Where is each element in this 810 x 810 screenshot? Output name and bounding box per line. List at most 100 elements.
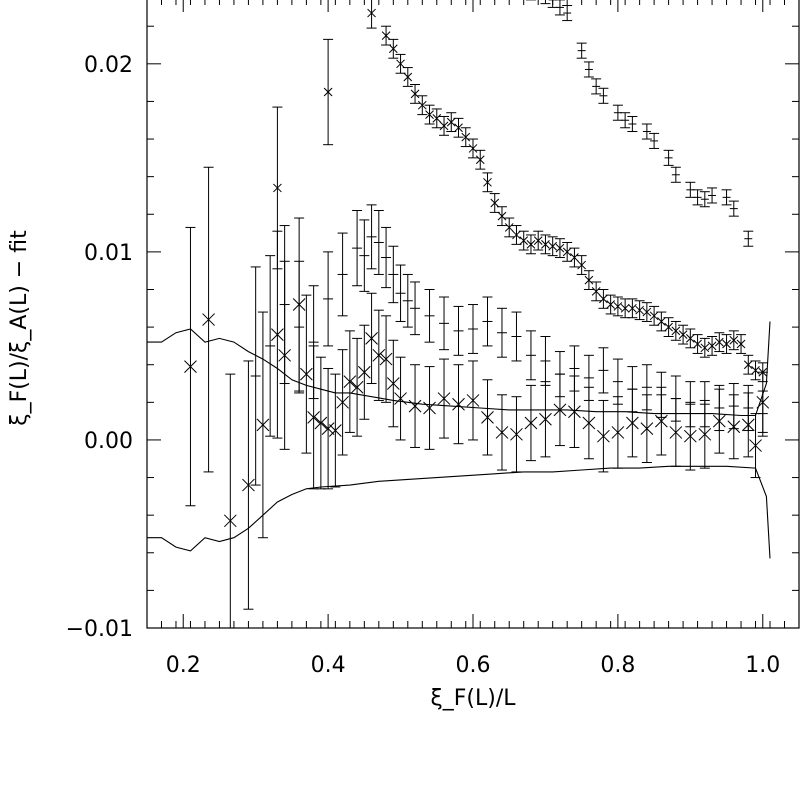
data-point — [634, 300, 645, 321]
data-point — [265, 255, 276, 437]
data-point — [707, 336, 718, 356]
data-point — [372, 309, 386, 401]
data-point — [524, 384, 538, 462]
data-point — [475, 149, 486, 170]
data-point — [540, 234, 551, 255]
data-point — [460, 127, 471, 148]
data-point — [386, 339, 400, 428]
data-point — [395, 53, 406, 74]
data-point — [482, 172, 493, 193]
data-point — [250, 266, 261, 486]
data-point — [184, 226, 197, 507]
data-point — [357, 324, 371, 420]
data-point — [583, 354, 594, 401]
data-point — [656, 371, 667, 418]
data-point — [649, 305, 660, 326]
data-point — [395, 264, 406, 322]
data-point — [431, 108, 442, 129]
x-tick-label: 0.8 — [600, 653, 635, 678]
y-tick-label: −0.01 — [66, 617, 133, 642]
data-point — [533, 230, 544, 251]
series-plus-small — [525, 0, 754, 247]
data-point — [388, 245, 399, 304]
data-point — [294, 260, 305, 394]
data-point — [381, 226, 392, 289]
data-point — [721, 189, 732, 206]
data-point — [714, 384, 725, 432]
data-point — [583, 270, 594, 290]
data-point — [468, 304, 478, 354]
data-point — [256, 311, 270, 539]
data-point — [366, 0, 377, 29]
data-point — [504, 217, 515, 238]
data-point — [242, 360, 255, 610]
data-point — [663, 149, 674, 166]
data-point — [721, 334, 732, 354]
y-axis-title: ξ_F(L)/ξ_A(L) − fit — [7, 230, 32, 426]
data-point — [692, 334, 703, 354]
data-point — [627, 298, 638, 319]
data-point — [511, 225, 522, 245]
data-point — [576, 255, 587, 275]
data-point — [352, 210, 363, 287]
data-point — [611, 396, 625, 469]
data-point — [379, 315, 393, 403]
x-axis-title: ξ_F(L)/L — [430, 686, 516, 711]
data-point — [678, 324, 689, 345]
data-point — [554, 238, 565, 259]
axis-ticks — [146, 0, 800, 629]
data-point — [750, 360, 761, 381]
data-point — [308, 285, 319, 400]
data-point — [656, 311, 667, 332]
data-point — [279, 225, 290, 385]
data-point — [329, 373, 342, 488]
data-point — [757, 362, 768, 383]
data-point — [402, 67, 413, 87]
data-point — [489, 193, 500, 213]
data-point — [373, 210, 384, 275]
axis-tick-labels: 0.2 0.4 0.6 0.8 1.0 −0.01 0.00 0.01 0.02 — [66, 53, 781, 678]
data-point — [359, 219, 370, 292]
data-point — [496, 307, 507, 358]
data-point — [749, 413, 762, 479]
y-tick-label: 0.01 — [84, 241, 133, 266]
data-point — [336, 349, 349, 456]
data-point — [670, 166, 681, 183]
data-point — [272, 106, 283, 270]
data-point — [670, 320, 681, 341]
data-point — [699, 381, 710, 428]
data-point — [605, 294, 616, 315]
x-tick-label: 0.4 — [311, 653, 346, 678]
data-point — [366, 204, 377, 270]
data-point — [728, 200, 739, 217]
y-tick-label: 0.00 — [84, 429, 133, 454]
data-point — [323, 38, 334, 146]
x-tick-label: 0.2 — [166, 653, 201, 678]
data-point — [496, 206, 507, 227]
data-point — [612, 296, 623, 317]
data-point — [620, 112, 631, 129]
data-point — [583, 61, 594, 78]
data-point — [453, 117, 464, 138]
data-point — [743, 230, 754, 247]
data-point — [343, 330, 357, 433]
data-point — [641, 123, 652, 140]
data-point — [540, 336, 551, 386]
data-point — [321, 367, 335, 490]
data-point — [591, 78, 602, 95]
data-point — [569, 247, 580, 268]
data-point — [620, 298, 631, 319]
x-tick-label: 0.6 — [456, 653, 491, 678]
data-point — [510, 396, 523, 473]
data-point — [437, 358, 451, 439]
data-point — [612, 358, 623, 405]
data-point — [417, 95, 428, 116]
data-point — [424, 288, 435, 343]
data-point — [410, 84, 421, 104]
data-point — [540, 0, 551, 5]
data-point — [641, 364, 652, 411]
data-point — [554, 0, 565, 16]
data-point — [423, 366, 436, 450]
data-point — [562, 241, 573, 262]
